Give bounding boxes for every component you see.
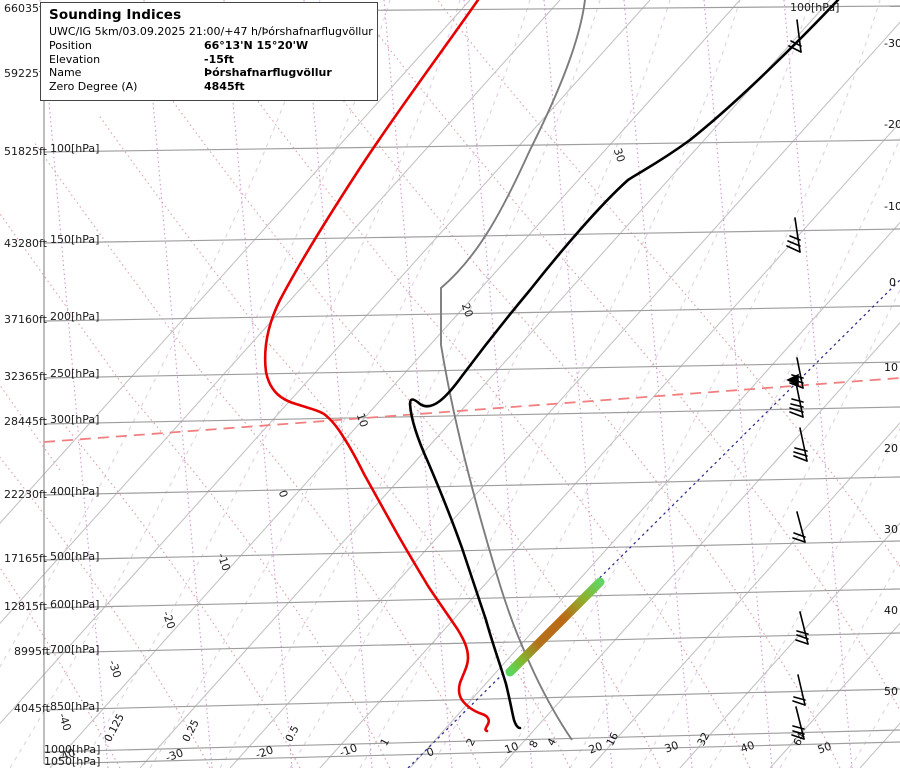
wind-barb (786, 373, 804, 418)
altitude-label-28445ft: 28445ft (4, 415, 47, 428)
altitude-label-12815ft: 12815ft (4, 600, 47, 613)
dewpoint-trace (263, 0, 491, 733)
panel-subtitle: UWC/IG 5km/03.09.2025 21:00/+47 h/Þórsha… (49, 25, 373, 38)
altitude-label-59225ft: 59225ft (4, 67, 47, 80)
pressure-label-100: 100[hPa] (50, 142, 100, 155)
pressure-label-500: 500[hPa] (50, 550, 100, 563)
altitude-label-22230ft: 22230ft (4, 488, 47, 501)
wetbulb-zero-line (407, 279, 900, 768)
row-value: Þórshafnarflugvöllur (204, 66, 332, 79)
altitude-label-8995ft: 8995ft (14, 645, 50, 658)
right-temp-tick-0: 0 (889, 276, 896, 289)
pressure-label-150: 150[hPa] (50, 233, 100, 246)
altitude-label-17165ft: 17165ft (4, 552, 47, 565)
pressure-label-250: 250[hPa] (50, 367, 100, 380)
row-key: Position (49, 39, 92, 52)
panel-title: Sounding Indices (49, 7, 182, 23)
wind-barb (795, 611, 809, 645)
wind-barb-group (786, 19, 809, 740)
altitude-label-51825ft: 51825ft (4, 145, 47, 158)
altitude-label-66035ft: 66035ft (4, 2, 47, 15)
right-temp-tick-50: 50 (884, 685, 898, 698)
mixing-ratio-lines (39, 0, 853, 768)
right-temp-tick-40: 40 (884, 604, 898, 617)
altitude-label-32365ft: 32365ft (4, 370, 47, 383)
wind-barb (791, 706, 805, 740)
right-temp-tick--10: -10 (884, 200, 900, 213)
right-temp-tick--20: -20 (884, 118, 900, 131)
pressure-label-400: 400[hPa] (50, 485, 100, 498)
wind-barb (792, 674, 806, 706)
wind-barb (793, 427, 808, 462)
altitude-label-43280ft: 43280ft (4, 237, 47, 250)
row-key: Zero Degree (A) (49, 79, 138, 93)
right-temp-tick--30: -30 (884, 37, 900, 50)
pressure-label-200: 200[hPa] (50, 310, 100, 323)
altitude-label-37160ft: 37160ft (4, 313, 47, 326)
right-temp-tick-30: 30 (884, 523, 898, 536)
wind-barb (788, 19, 802, 53)
table-row: Elevation -15ft (49, 53, 369, 67)
row-value: 4845ft (204, 79, 245, 93)
wind-barb (786, 217, 801, 253)
row-key: Name (49, 66, 82, 79)
wind-barb (792, 511, 806, 543)
indices-table: Position 66°13'N 15°20'W Elevation -15ft… (49, 39, 369, 93)
right-temp-tick-10: 10 (884, 361, 898, 374)
pressure-label-1000: 1000[hPa] (44, 743, 101, 756)
cape-shear-bar (505, 577, 605, 677)
table-row: Position 66°13'N 15°20'W (49, 39, 369, 53)
parcel-trace (440, 0, 586, 741)
altitude-label-4045ft: 4045ft (14, 702, 50, 715)
right-temp-tick-20: 20 (884, 442, 898, 455)
pressure-label-600: 600[hPa] (50, 598, 100, 611)
sounding-indices-panel: Sounding Indices UWC/IG 5km/03.09.2025 2… (40, 2, 378, 101)
pressure-label-700: 700[hPa] (50, 643, 100, 656)
row-key: Elevation (49, 52, 101, 66)
pressure-label-1050: 1050[hPa] (44, 755, 101, 768)
table-row: Zero Degree (A) 4845ft (49, 80, 369, 94)
pressure-label-top-right: 100[hPa] (790, 1, 840, 14)
isobar-lines (43, 5, 900, 765)
row-value: 66°13'N 15°20'W (204, 39, 309, 52)
dry-adiabat-lines (0, 219, 900, 768)
pressure-label-850: 850[hPa] (50, 700, 100, 713)
row-value: -15ft (204, 52, 234, 66)
temperature-trace (408, 0, 840, 730)
pressure-label-300: 300[hPa] (50, 413, 100, 426)
table-row: Name Þórshafnarflugvöllur (49, 66, 369, 80)
